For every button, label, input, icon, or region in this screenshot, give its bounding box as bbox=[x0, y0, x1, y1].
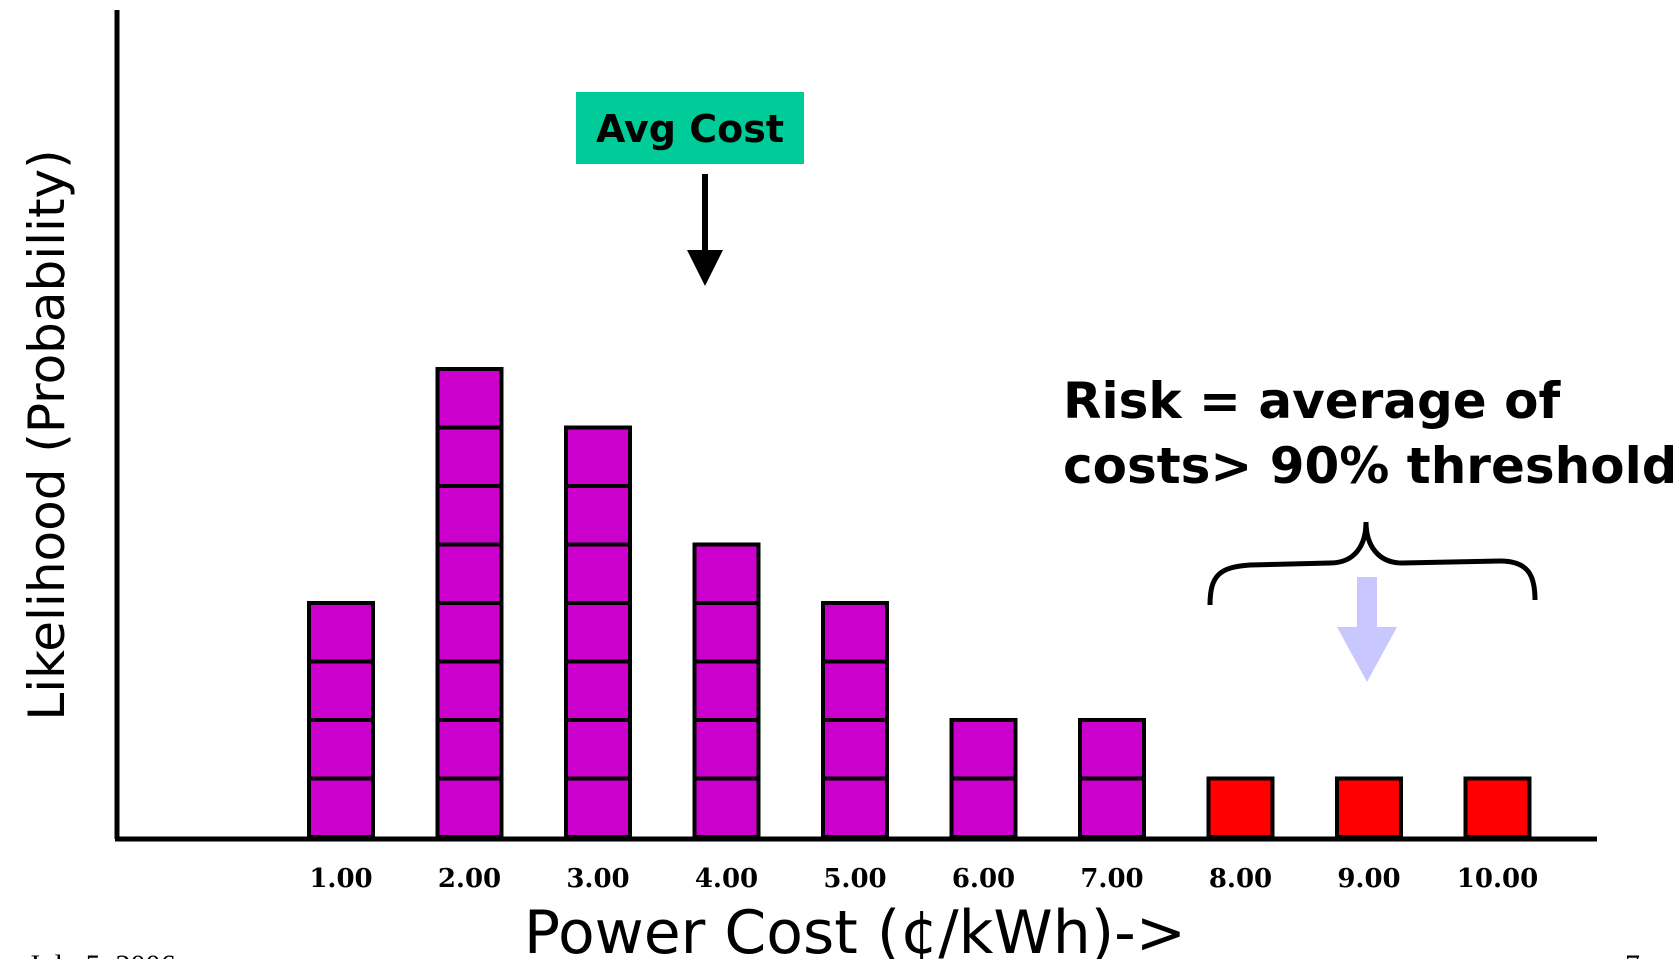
y-axis-label: Likelihood (Probability) bbox=[18, 149, 76, 720]
bar-9.00-unit-1 bbox=[1335, 776, 1403, 839]
x-tick-label-4.00: 4.00 bbox=[695, 864, 758, 894]
bar-2.00-unit-8 bbox=[435, 367, 504, 430]
bar-4.00-unit-3 bbox=[692, 659, 761, 722]
bar-2.00-unit-3 bbox=[435, 659, 504, 722]
risk-brace bbox=[1207, 521, 1538, 606]
footer-page-number: 7 bbox=[1625, 949, 1640, 959]
bar-1.00-unit-4 bbox=[307, 601, 375, 664]
bar-7.00-unit-1 bbox=[1078, 776, 1146, 839]
x-tick-label-6.00: 6.00 bbox=[952, 864, 1015, 894]
bars-group bbox=[307, 367, 1532, 839]
x-tick-label-9.00: 9.00 bbox=[1337, 864, 1400, 894]
bar-10.00-unit-1 bbox=[1463, 776, 1532, 839]
x-tick-label-10.00: 10.00 bbox=[1457, 864, 1538, 894]
bar-2.00-unit-5 bbox=[435, 542, 504, 605]
x-tick-label-1.00: 1.00 bbox=[309, 864, 372, 894]
bar-3.00-unit-1 bbox=[564, 776, 632, 839]
x-tick-label-2.00: 2.00 bbox=[438, 864, 501, 894]
bar-2.00-unit-7 bbox=[435, 425, 504, 488]
bar-3.00-unit-3 bbox=[564, 659, 632, 722]
bar-3.00-unit-7 bbox=[564, 425, 632, 488]
bar-6.00-unit-2 bbox=[949, 718, 1018, 781]
avg-cost-arrow-head bbox=[687, 250, 723, 286]
bar-5.00-unit-4 bbox=[821, 601, 889, 664]
bar-7.00-unit-2 bbox=[1078, 718, 1146, 781]
tick-labels-group: 1.00 2.00 3.00 4.00 5.00 6.00 7.00 8.00 9.00 10.0… bbox=[309, 864, 1538, 894]
footer-date: July 5, 2006 bbox=[28, 949, 176, 959]
avg-cost-annotation: Avg Cost bbox=[576, 92, 804, 286]
risk-text-line1: Risk = average of bbox=[1063, 372, 1561, 430]
bar-4.00-unit-4 bbox=[692, 601, 761, 664]
bar-1.00-unit-1 bbox=[307, 776, 375, 839]
avg-cost-label: Avg Cost bbox=[596, 107, 784, 151]
risk-text-line2: costs> 90% threshold bbox=[1063, 437, 1673, 495]
x-tick-label-8.00: 8.00 bbox=[1209, 864, 1272, 894]
bar-2.00-unit-2 bbox=[435, 718, 504, 781]
bar-2.00-unit-1 bbox=[435, 776, 504, 839]
bar-5.00-unit-3 bbox=[821, 659, 889, 722]
bar-1.00-unit-2 bbox=[307, 718, 375, 781]
bar-3.00-unit-2 bbox=[564, 718, 632, 781]
bar-5.00-unit-1 bbox=[821, 776, 889, 839]
bar-8.00-unit-1 bbox=[1206, 776, 1275, 839]
risk-annotation: Risk = average of costs> 90% threshold bbox=[1063, 372, 1673, 682]
x-tick-label-7.00: 7.00 bbox=[1080, 864, 1143, 894]
bar-3.00-unit-5 bbox=[564, 542, 632, 605]
bar-2.00-unit-6 bbox=[435, 484, 504, 547]
bar-4.00-unit-5 bbox=[692, 542, 761, 605]
bar-2.00-unit-4 bbox=[435, 601, 504, 664]
risk-arrow-shaft bbox=[1357, 577, 1377, 629]
risk-arrow-head bbox=[1337, 627, 1397, 682]
bar-6.00-unit-1 bbox=[949, 776, 1018, 839]
bar-4.00-unit-1 bbox=[692, 776, 761, 839]
x-axis-label: Power Cost (¢/kWh)-> bbox=[524, 898, 1186, 959]
bar-4.00-unit-2 bbox=[692, 718, 761, 781]
avg-cost-box bbox=[576, 92, 804, 164]
bar-5.00-unit-2 bbox=[821, 718, 889, 781]
bar-1.00-unit-3 bbox=[307, 659, 375, 722]
bar-3.00-unit-4 bbox=[564, 601, 632, 664]
x-tick-label-3.00: 3.00 bbox=[566, 864, 629, 894]
bar-3.00-unit-6 bbox=[564, 484, 632, 547]
x-tick-label-5.00: 5.00 bbox=[823, 864, 886, 894]
